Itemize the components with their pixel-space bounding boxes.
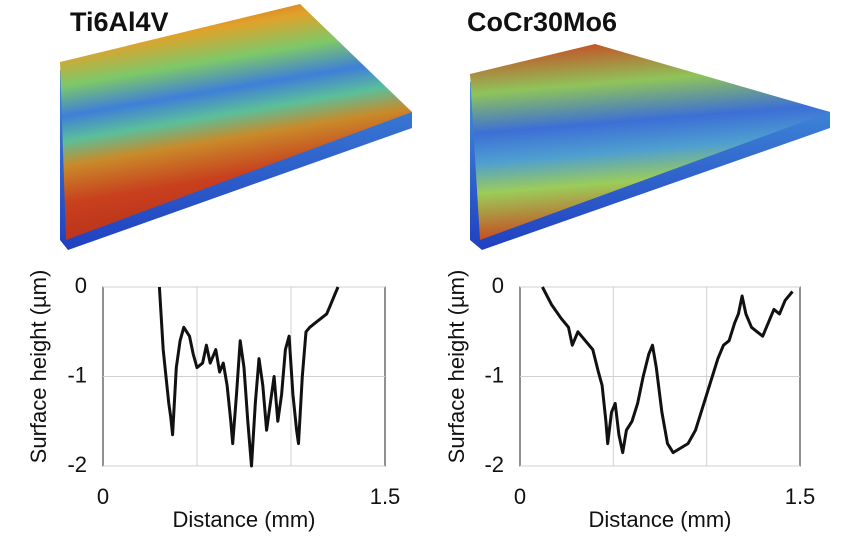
y-tick-label: 0 xyxy=(492,273,504,298)
x-tick-label: 0 xyxy=(514,484,526,509)
x-tick-label: 0 xyxy=(97,484,109,509)
data-line xyxy=(157,286,340,468)
x-axis-label: Distance (mm) xyxy=(588,507,731,532)
chart-title: CoCr30Mo6 xyxy=(467,7,617,37)
x-tick-label: 1.5 xyxy=(785,484,816,509)
surface-image-left xyxy=(60,4,412,250)
charts: Ti6Al4V 0 -1 -2 0 1.5 Distance (mm) Surface hei… xyxy=(26,7,815,532)
y-tick-label: -1 xyxy=(67,362,87,387)
surface-image-right xyxy=(470,44,830,250)
y-tick-label: -2 xyxy=(484,452,504,477)
y-tick-label: -1 xyxy=(484,362,504,387)
x-axis-label: Distance (mm) xyxy=(172,507,315,532)
chart-title: Ti6Al4V xyxy=(70,7,169,37)
y-tick-label: 0 xyxy=(75,273,87,298)
data-line xyxy=(541,286,794,455)
y-tick-label: -2 xyxy=(67,452,87,477)
x-tick-label: 1.5 xyxy=(370,484,401,509)
y-axis-label: Surface height (µm) xyxy=(26,270,51,464)
y-axis-label: Surface height (µm) xyxy=(444,270,469,464)
